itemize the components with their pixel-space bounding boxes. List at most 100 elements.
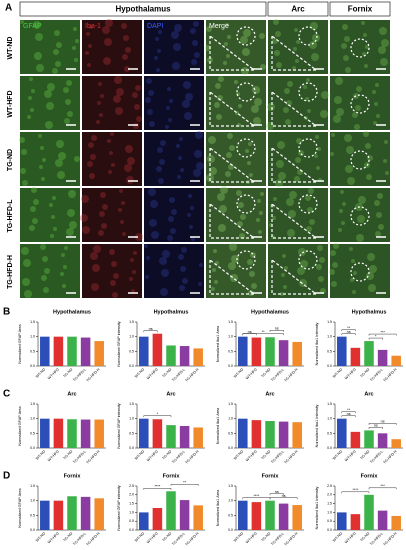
texture <box>214 102 220 108</box>
bar <box>278 421 289 448</box>
chart-title: Arc <box>67 391 76 397</box>
texture <box>111 163 115 167</box>
texture <box>231 255 239 263</box>
texture <box>227 133 233 139</box>
y-axis-label: Normalized GFAP intensity <box>117 321 121 366</box>
x-tick-label: TG-ND <box>62 531 73 542</box>
micrograph <box>206 132 266 186</box>
texture <box>318 276 324 282</box>
texture <box>81 195 89 203</box>
texture <box>284 266 288 270</box>
roi-circle <box>350 38 370 58</box>
texture <box>364 64 368 68</box>
texture <box>61 253 65 257</box>
micrograph <box>268 188 328 242</box>
y-tick-label: 1.5 <box>327 402 332 406</box>
texture <box>249 173 253 177</box>
texture <box>31 89 35 93</box>
texture <box>276 62 282 68</box>
bar <box>251 420 262 448</box>
x-tick-label: TG-HFD-H <box>283 367 298 382</box>
texture <box>131 289 135 293</box>
texture <box>105 19 113 27</box>
y-axis-label: Normalized Iba1 Intensity <box>315 322 319 365</box>
texture <box>292 66 296 70</box>
roi-circle <box>298 250 318 270</box>
texture <box>375 231 381 237</box>
texture <box>345 67 351 73</box>
micrograph <box>82 132 142 186</box>
texture <box>226 152 232 158</box>
texture <box>363 131 369 137</box>
texture <box>365 45 369 49</box>
texture <box>124 66 130 72</box>
sig-label: ns <box>282 494 286 498</box>
texture <box>172 62 180 70</box>
texture <box>90 252 98 260</box>
texture <box>159 257 167 265</box>
y-tick-label: 1.5 <box>30 402 35 406</box>
bar <box>94 419 104 448</box>
texture <box>280 292 284 296</box>
y-tick-label: 0.0 <box>30 446 35 450</box>
texture <box>66 80 72 86</box>
texture <box>276 160 284 168</box>
texture <box>378 224 384 230</box>
texture <box>113 95 121 103</box>
texture <box>191 237 195 241</box>
x-tick-label: WT-ND <box>134 531 145 542</box>
texture <box>120 220 124 224</box>
texture <box>283 107 289 113</box>
micrograph <box>206 188 266 242</box>
texture <box>376 212 382 218</box>
bar <box>80 337 91 366</box>
texture <box>206 26 212 32</box>
x-tick-label: TG-ND <box>359 449 370 460</box>
texture <box>123 35 129 41</box>
texture <box>124 164 132 172</box>
bar <box>152 508 163 530</box>
row-label: TG-HFD-H <box>7 255 14 289</box>
texture <box>356 234 364 242</box>
texture <box>31 187 37 193</box>
texture <box>217 193 225 201</box>
y-tick-label: 1.5 <box>228 484 233 488</box>
texture <box>306 78 310 82</box>
micrograph <box>206 20 266 74</box>
x-tick-label: WT-ND <box>35 531 46 542</box>
micrograph <box>20 132 80 186</box>
texture <box>243 29 251 37</box>
texture <box>215 83 221 89</box>
texture <box>144 244 148 248</box>
texture <box>321 91 329 99</box>
x-tick-label: WT-HFD <box>146 531 159 544</box>
texture <box>146 256 150 260</box>
bar <box>152 333 163 366</box>
texture <box>346 146 354 154</box>
x-tick-label: TG-ND <box>161 531 172 542</box>
channel-label: DAPI <box>147 23 163 30</box>
texture <box>167 235 173 241</box>
texture <box>309 219 315 225</box>
texture <box>191 59 197 65</box>
texture <box>122 54 128 60</box>
sig-label: ns <box>347 412 351 416</box>
texture <box>379 27 387 35</box>
texture <box>73 27 77 31</box>
texture <box>312 34 320 42</box>
texture <box>171 209 177 215</box>
texture <box>366 272 374 280</box>
y-axis-label: Normalized GFAP intensity <box>117 403 121 448</box>
roi-circle <box>350 150 370 170</box>
texture <box>19 137 25 143</box>
micrograph <box>330 20 390 74</box>
bar <box>193 427 203 448</box>
x-tick-label: TG-HFD-H <box>85 367 100 382</box>
texture <box>354 124 360 130</box>
texture <box>45 121 53 129</box>
texture <box>89 25 93 29</box>
bar <box>337 418 347 448</box>
texture <box>314 154 318 158</box>
bar <box>40 500 50 530</box>
texture <box>42 256 48 262</box>
